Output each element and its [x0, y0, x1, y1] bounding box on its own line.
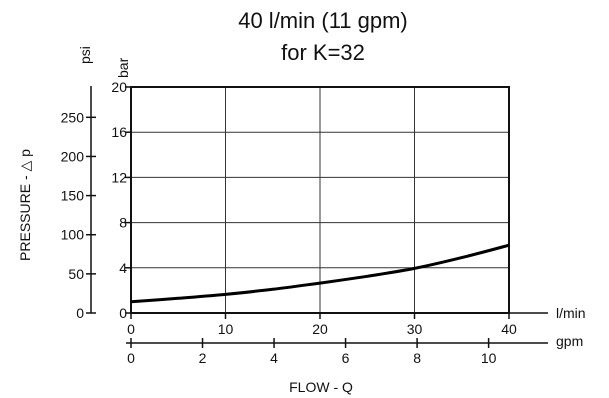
curve-layer: [130, 243, 510, 304]
psi-tick-label: 250: [61, 109, 85, 125]
gpm-tick-label: 0: [127, 350, 135, 366]
psi-tick-label: 200: [61, 148, 85, 164]
gpm-tick-label: 6: [342, 350, 350, 366]
gpm-axis: 0 2 4 6 8 10: [126, 338, 548, 366]
psi-tick-label: 100: [61, 227, 85, 243]
lmin-tick-label: 10: [218, 321, 234, 337]
x-lmin-unit: l/min: [556, 305, 586, 321]
psi-tick-label: 150: [61, 188, 85, 204]
lmin-tick-label: 40: [501, 321, 517, 337]
bar-tick-label: 20: [111, 79, 127, 95]
gpm-tick-label: 2: [199, 350, 207, 366]
x-axis-label: FLOW - Q: [289, 379, 353, 395]
gpm-tick-label: 10: [481, 350, 497, 366]
chart-title-line1: 40 l/min (11 gpm): [238, 8, 408, 33]
y-psi-unit: psi: [77, 46, 93, 64]
gpm-tick-label: 4: [270, 350, 278, 366]
grid-lines: [131, 87, 509, 313]
bar-axis: 0 4 8 12 16 20: [111, 79, 131, 321]
psi-tick-label: 0: [76, 305, 84, 321]
y-axis-label: PRESSURE - △ p: [17, 149, 33, 261]
bar-tick-label: 4: [119, 260, 127, 276]
y-bar-unit: bar: [115, 57, 131, 78]
chart-title-line2: for K=32: [281, 40, 365, 65]
bar-tick-label: 16: [111, 124, 127, 140]
lmin-tick-label: 30: [407, 321, 423, 337]
x-gpm-unit: gpm: [556, 333, 583, 349]
psi-tick-label: 50: [68, 266, 84, 282]
gpm-tick-label: 8: [413, 350, 421, 366]
psi-axis: 0 50 100 150 200 250: [61, 86, 96, 321]
bar-tick-label: 0: [119, 305, 127, 321]
lmin-tick-label: 0: [127, 321, 135, 337]
pressure-curve: [130, 243, 510, 304]
bar-tick-label: 12: [111, 169, 127, 185]
bar-tick-label: 8: [119, 215, 127, 231]
lmin-axis: 0 10 20 30 40: [127, 312, 548, 337]
lmin-tick-label: 20: [312, 321, 328, 337]
